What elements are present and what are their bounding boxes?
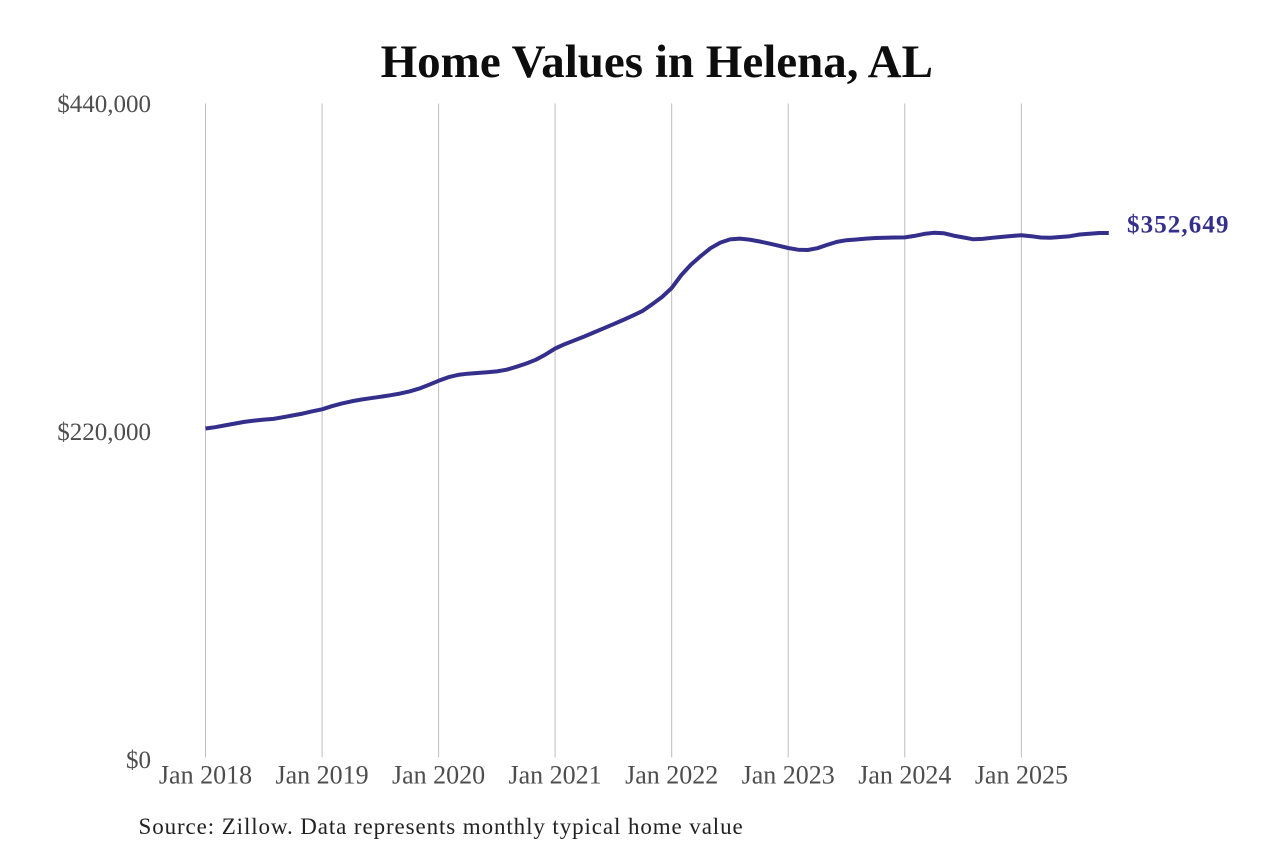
svg-text:Jan 2024: Jan 2024 bbox=[858, 761, 951, 790]
svg-text:$0: $0 bbox=[126, 747, 151, 774]
svg-text:Jan 2020: Jan 2020 bbox=[392, 761, 485, 790]
svg-text:Jan 2025: Jan 2025 bbox=[975, 761, 1068, 790]
svg-text:Jan 2022: Jan 2022 bbox=[625, 761, 718, 790]
svg-text:Jan 2021: Jan 2021 bbox=[509, 761, 602, 790]
svg-text:$440,000: $440,000 bbox=[57, 91, 151, 118]
svg-text:Jan 2019: Jan 2019 bbox=[276, 761, 369, 790]
svg-text:Source: Zillow. Data represent: Source: Zillow. Data represents monthly … bbox=[139, 814, 744, 839]
svg-text:$352,649: $352,649 bbox=[1127, 211, 1230, 238]
svg-text:Home Values in Helena, AL: Home Values in Helena, AL bbox=[381, 36, 933, 88]
svg-text:Jan 2018: Jan 2018 bbox=[159, 761, 252, 790]
svg-text:Jan 2023: Jan 2023 bbox=[742, 761, 835, 790]
svg-text:$220,000: $220,000 bbox=[57, 419, 151, 446]
